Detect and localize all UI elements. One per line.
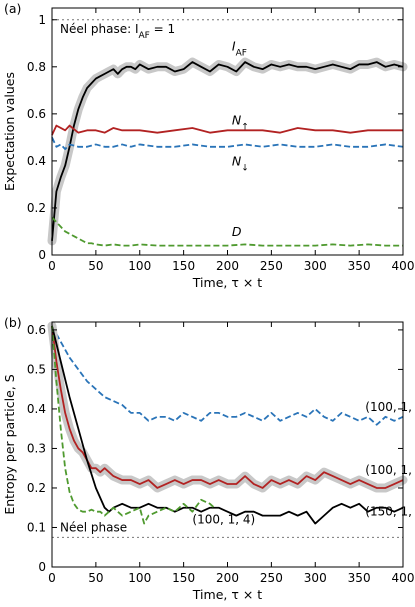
x-tick-label: 200 [216,259,239,273]
x-tick-label: 50 [88,259,103,273]
y-axis-label: Entropy per particle, S [2,374,17,514]
series-0: (100, 1, 1) [51,325,415,426]
series-2: N↓ [51,136,404,174]
series-1: (100, 1, 2) [47,321,415,493]
x-tick-label: 150 [172,571,195,585]
y-tick-label: 0.4 [27,154,46,168]
series-uncertainty-band [47,321,408,493]
series-line [51,136,404,151]
series-label: (100, 1, 4) [192,513,255,527]
x-tick-label: 100 [128,571,151,585]
reference-line-label: Néel phase: IAF = 1 [60,22,175,41]
series-line [51,325,404,489]
x-tick-label: 400 [392,259,415,273]
x-axis-label: Time, τ × t [192,587,262,602]
y-axis-label: Expectation values [2,72,17,191]
series-2: (150, 1, 2) [51,325,415,525]
x-tick-label: 200 [216,571,239,585]
reference-line-label: Néel phase [60,520,127,534]
panel-a: (a) Néel phase: IAF = 1 IAF N↑ N↓ D 0 50 100 150 2… [2,1,414,290]
x-tick-label: 0 [48,259,56,273]
x-tick-label: 250 [260,571,283,585]
y-tick-label: 0.5 [27,362,46,376]
y-tick-label: 0.1 [27,520,46,534]
y-tick-label: 0.2 [27,201,46,215]
panel-label: (b) [4,315,22,330]
series-label: N↑ [232,112,249,132]
series-line [51,216,403,247]
series-line [51,61,404,241]
x-tick-label: 0 [48,571,56,585]
x-tick-label: 300 [304,571,327,585]
series-label: (100, 1, 1) [365,400,415,414]
y-tick-label: 0 [38,560,46,574]
series-line [51,124,403,136]
x-tick-label: 100 [128,259,151,273]
x-tick-label: 350 [348,571,371,585]
y-tick-label: 0.3 [27,441,46,455]
x-axis-label: Time, τ × t [192,275,262,290]
y-tick-label: 0.2 [27,481,46,495]
series-1: N↑ [51,112,403,136]
series-line [51,325,404,426]
panel-b: (b) Néel phase (100, 1, 1) (100, 1, 2) (150,… [2,315,415,602]
series-label: N↓ [232,154,249,174]
series-label: (150, 1, 2) [365,505,415,519]
series-uncertainty-band [47,57,408,246]
y-tick-label: 1 [38,13,46,27]
panel-label: (a) [4,1,21,16]
x-tick-label: 250 [260,259,283,273]
y-tick-label: 0.8 [27,60,46,74]
series-0: IAF [47,38,408,246]
series-label: (100, 1, 2) [365,463,415,477]
series-label: IAF [232,38,247,58]
x-tick-label: 400 [392,571,415,585]
series-3: D [51,216,403,247]
x-tick-label: 50 [88,571,103,585]
series-3: (100, 1, 4) [51,325,255,527]
x-tick-label: 300 [304,259,327,273]
x-tick-label: 350 [348,259,371,273]
y-tick-label: 0.6 [27,323,46,337]
series-line [51,325,215,525]
plot-frame [51,7,404,256]
y-tick-label: 0.4 [27,402,46,416]
y-tick-label: 0.6 [27,107,46,121]
series-line [51,325,404,525]
series-label: D [232,224,242,239]
y-tick-label: 0 [38,248,46,262]
x-tick-label: 150 [172,259,195,273]
